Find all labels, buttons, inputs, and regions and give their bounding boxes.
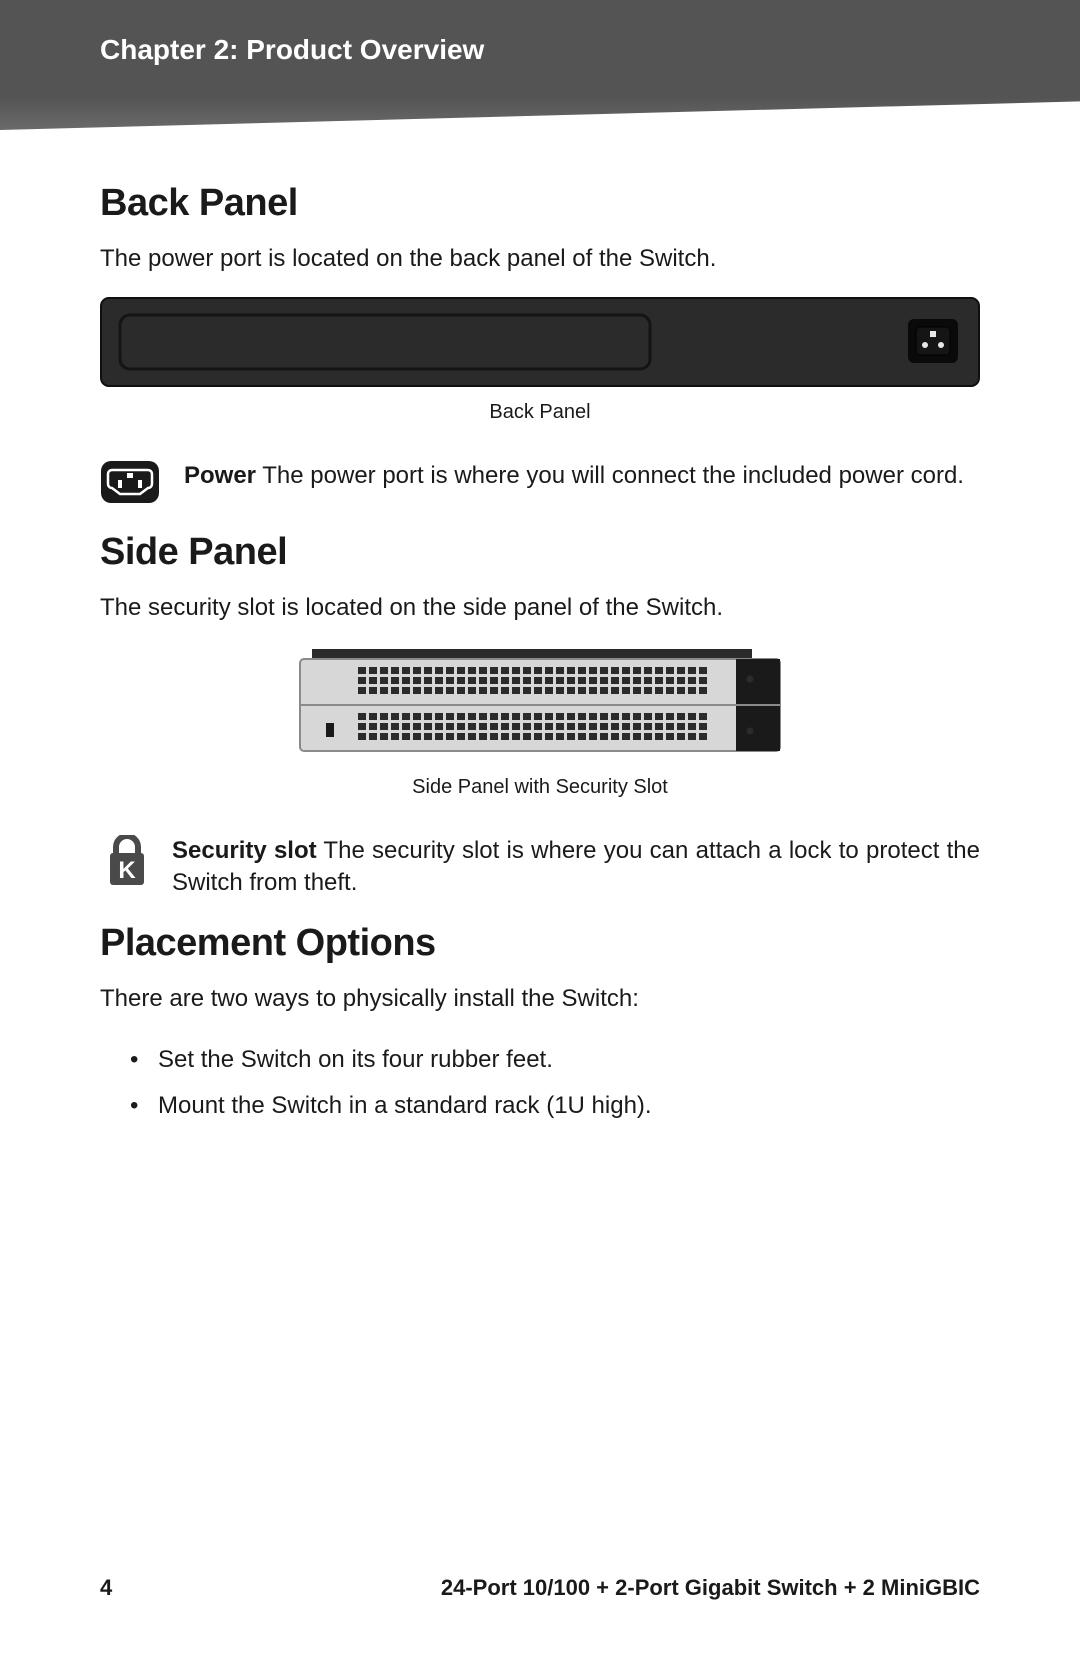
- security-term: Security slot: [172, 837, 317, 864]
- heading-placement: Placement Options: [100, 922, 980, 965]
- security-description-row: K Security slot The security slot is whe…: [100, 835, 980, 900]
- power-desc: The power port is where you will connect…: [256, 462, 964, 489]
- page-number: 4: [100, 1575, 112, 1601]
- list-item: Set the Switch on its four rubber feet.: [130, 1037, 980, 1083]
- svg-text:K: K: [118, 857, 136, 884]
- caption-back-panel: Back Panel: [100, 401, 980, 424]
- placement-intro: There are two ways to physically install…: [100, 983, 980, 1015]
- figure-side-panel: Side Panel with Security Slot: [100, 647, 980, 799]
- side-panel-intro: The security slot is located on the side…: [100, 592, 980, 624]
- power-description-text: Power The power port is where you will c…: [184, 460, 980, 492]
- heading-back-panel: Back Panel: [100, 182, 980, 225]
- placement-bullet-list: Set the Switch on its four rubber feet. …: [100, 1037, 980, 1128]
- security-description-text: Security slot The security slot is where…: [172, 835, 980, 900]
- power-term: Power: [184, 462, 256, 489]
- lock-icon: K: [100, 835, 148, 892]
- page-footer: 4 24-Port 10/100 + 2-Port Gigabit Switch…: [0, 1575, 1080, 1601]
- list-item: Mount the Switch in a standard rack (1U …: [130, 1083, 980, 1129]
- figure-back-panel: Back Panel: [100, 297, 980, 424]
- back-panel-intro: The power port is located on the back pa…: [100, 243, 980, 275]
- chapter-title: Chapter 2: Product Overview: [100, 34, 1080, 66]
- caption-side-panel: Side Panel with Security Slot: [100, 776, 980, 799]
- back-panel-graphic: [100, 297, 980, 387]
- power-plug-icon: [100, 460, 160, 509]
- power-description-row: Power The power port is where you will c…: [100, 460, 980, 509]
- footer-doc-title: 24-Port 10/100 + 2-Port Gigabit Switch +…: [441, 1575, 980, 1601]
- side-panel-graphic: [290, 647, 790, 757]
- heading-side-panel: Side Panel: [100, 531, 980, 574]
- page-content: Back Panel The power port is located on …: [0, 130, 1080, 1128]
- chapter-header: Chapter 2: Product Overview: [0, 0, 1080, 130]
